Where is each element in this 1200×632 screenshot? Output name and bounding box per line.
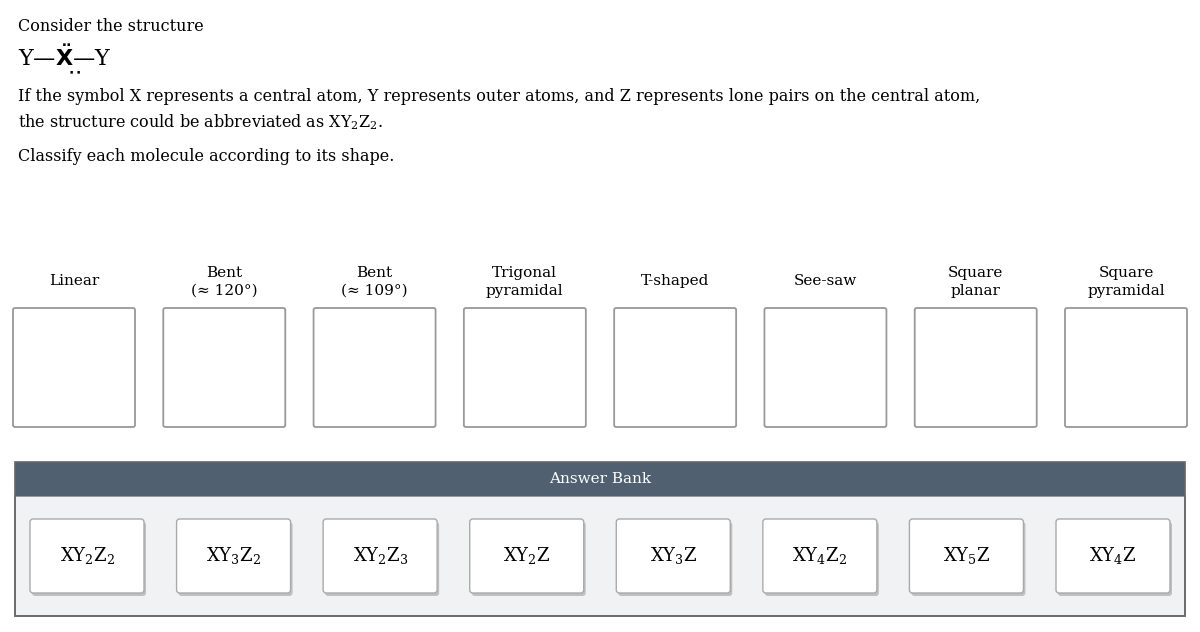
Text: Classify each molecule according to its shape.: Classify each molecule according to its … — [18, 148, 395, 165]
Text: Bent: Bent — [206, 266, 242, 280]
Text: planar: planar — [950, 284, 1001, 298]
Text: Bent: Bent — [356, 266, 392, 280]
Bar — [14, 496, 1186, 616]
FancyBboxPatch shape — [764, 308, 887, 427]
Text: $\mathregular{XY_{3}Z_{2}}$: $\mathregular{XY_{3}Z_{2}}$ — [206, 545, 262, 566]
FancyBboxPatch shape — [763, 519, 877, 593]
Text: See-saw: See-saw — [794, 274, 857, 288]
Text: Answer Bank: Answer Bank — [548, 472, 652, 486]
Text: pyramidal: pyramidal — [1087, 284, 1165, 298]
Text: Y$\mathbf{—\ddot{X}—}$Y: Y$\mathbf{—\ddot{X}—}$Y — [18, 46, 112, 71]
FancyBboxPatch shape — [618, 522, 732, 596]
FancyBboxPatch shape — [32, 522, 146, 596]
Text: $\mathregular{XY_{4}Z_{2}}$: $\mathregular{XY_{4}Z_{2}}$ — [792, 545, 847, 566]
FancyBboxPatch shape — [914, 308, 1037, 427]
FancyBboxPatch shape — [912, 522, 1026, 596]
Text: Square: Square — [1098, 266, 1153, 280]
Text: Linear: Linear — [49, 274, 100, 288]
FancyBboxPatch shape — [163, 308, 286, 427]
Text: $\mathregular{XY_{3}Z}$: $\mathregular{XY_{3}Z}$ — [649, 545, 697, 566]
FancyBboxPatch shape — [464, 308, 586, 427]
Text: (≈ 109°): (≈ 109°) — [341, 284, 408, 298]
Text: Square: Square — [948, 266, 1003, 280]
FancyBboxPatch shape — [469, 519, 583, 593]
FancyBboxPatch shape — [1066, 308, 1187, 427]
FancyBboxPatch shape — [614, 308, 736, 427]
FancyBboxPatch shape — [30, 519, 144, 593]
FancyBboxPatch shape — [176, 519, 290, 593]
FancyBboxPatch shape — [472, 522, 586, 596]
FancyBboxPatch shape — [764, 522, 878, 596]
Text: $\mathregular{XY_{5}Z}$: $\mathregular{XY_{5}Z}$ — [943, 545, 990, 566]
Text: pyramidal: pyramidal — [486, 284, 564, 298]
FancyBboxPatch shape — [313, 308, 436, 427]
FancyBboxPatch shape — [1056, 519, 1170, 593]
Text: T-shaped: T-shaped — [641, 274, 709, 288]
FancyBboxPatch shape — [617, 519, 731, 593]
Text: $\mathregular{XY_{2}Z}$: $\mathregular{XY_{2}Z}$ — [503, 545, 551, 566]
FancyBboxPatch shape — [13, 308, 134, 427]
FancyBboxPatch shape — [325, 522, 439, 596]
Text: Consider the structure: Consider the structure — [18, 18, 204, 35]
Text: If the symbol X represents a central atom, Y represents outer atoms, and Z repre: If the symbol X represents a central ato… — [18, 88, 980, 105]
Text: (≈ 120°): (≈ 120°) — [191, 284, 258, 298]
Text: Trigonal: Trigonal — [492, 266, 557, 280]
Text: $\mathbf{\cdot\cdot}$: $\mathbf{\cdot\cdot}$ — [68, 64, 82, 78]
FancyBboxPatch shape — [323, 519, 437, 593]
Text: the structure could be abbreviated as $\mathregular{XY_2Z_2}$.: the structure could be abbreviated as $\… — [18, 112, 383, 131]
Bar — [14, 462, 1186, 616]
Text: $\mathregular{XY_{2}Z_{2}}$: $\mathregular{XY_{2}Z_{2}}$ — [60, 545, 114, 566]
FancyBboxPatch shape — [910, 519, 1024, 593]
Bar — [14, 462, 1186, 496]
Text: $\mathregular{XY_{4}Z}$: $\mathregular{XY_{4}Z}$ — [1090, 545, 1136, 566]
FancyBboxPatch shape — [1058, 522, 1172, 596]
Text: $\mathregular{XY_{2}Z_{3}}$: $\mathregular{XY_{2}Z_{3}}$ — [353, 545, 408, 566]
FancyBboxPatch shape — [179, 522, 293, 596]
